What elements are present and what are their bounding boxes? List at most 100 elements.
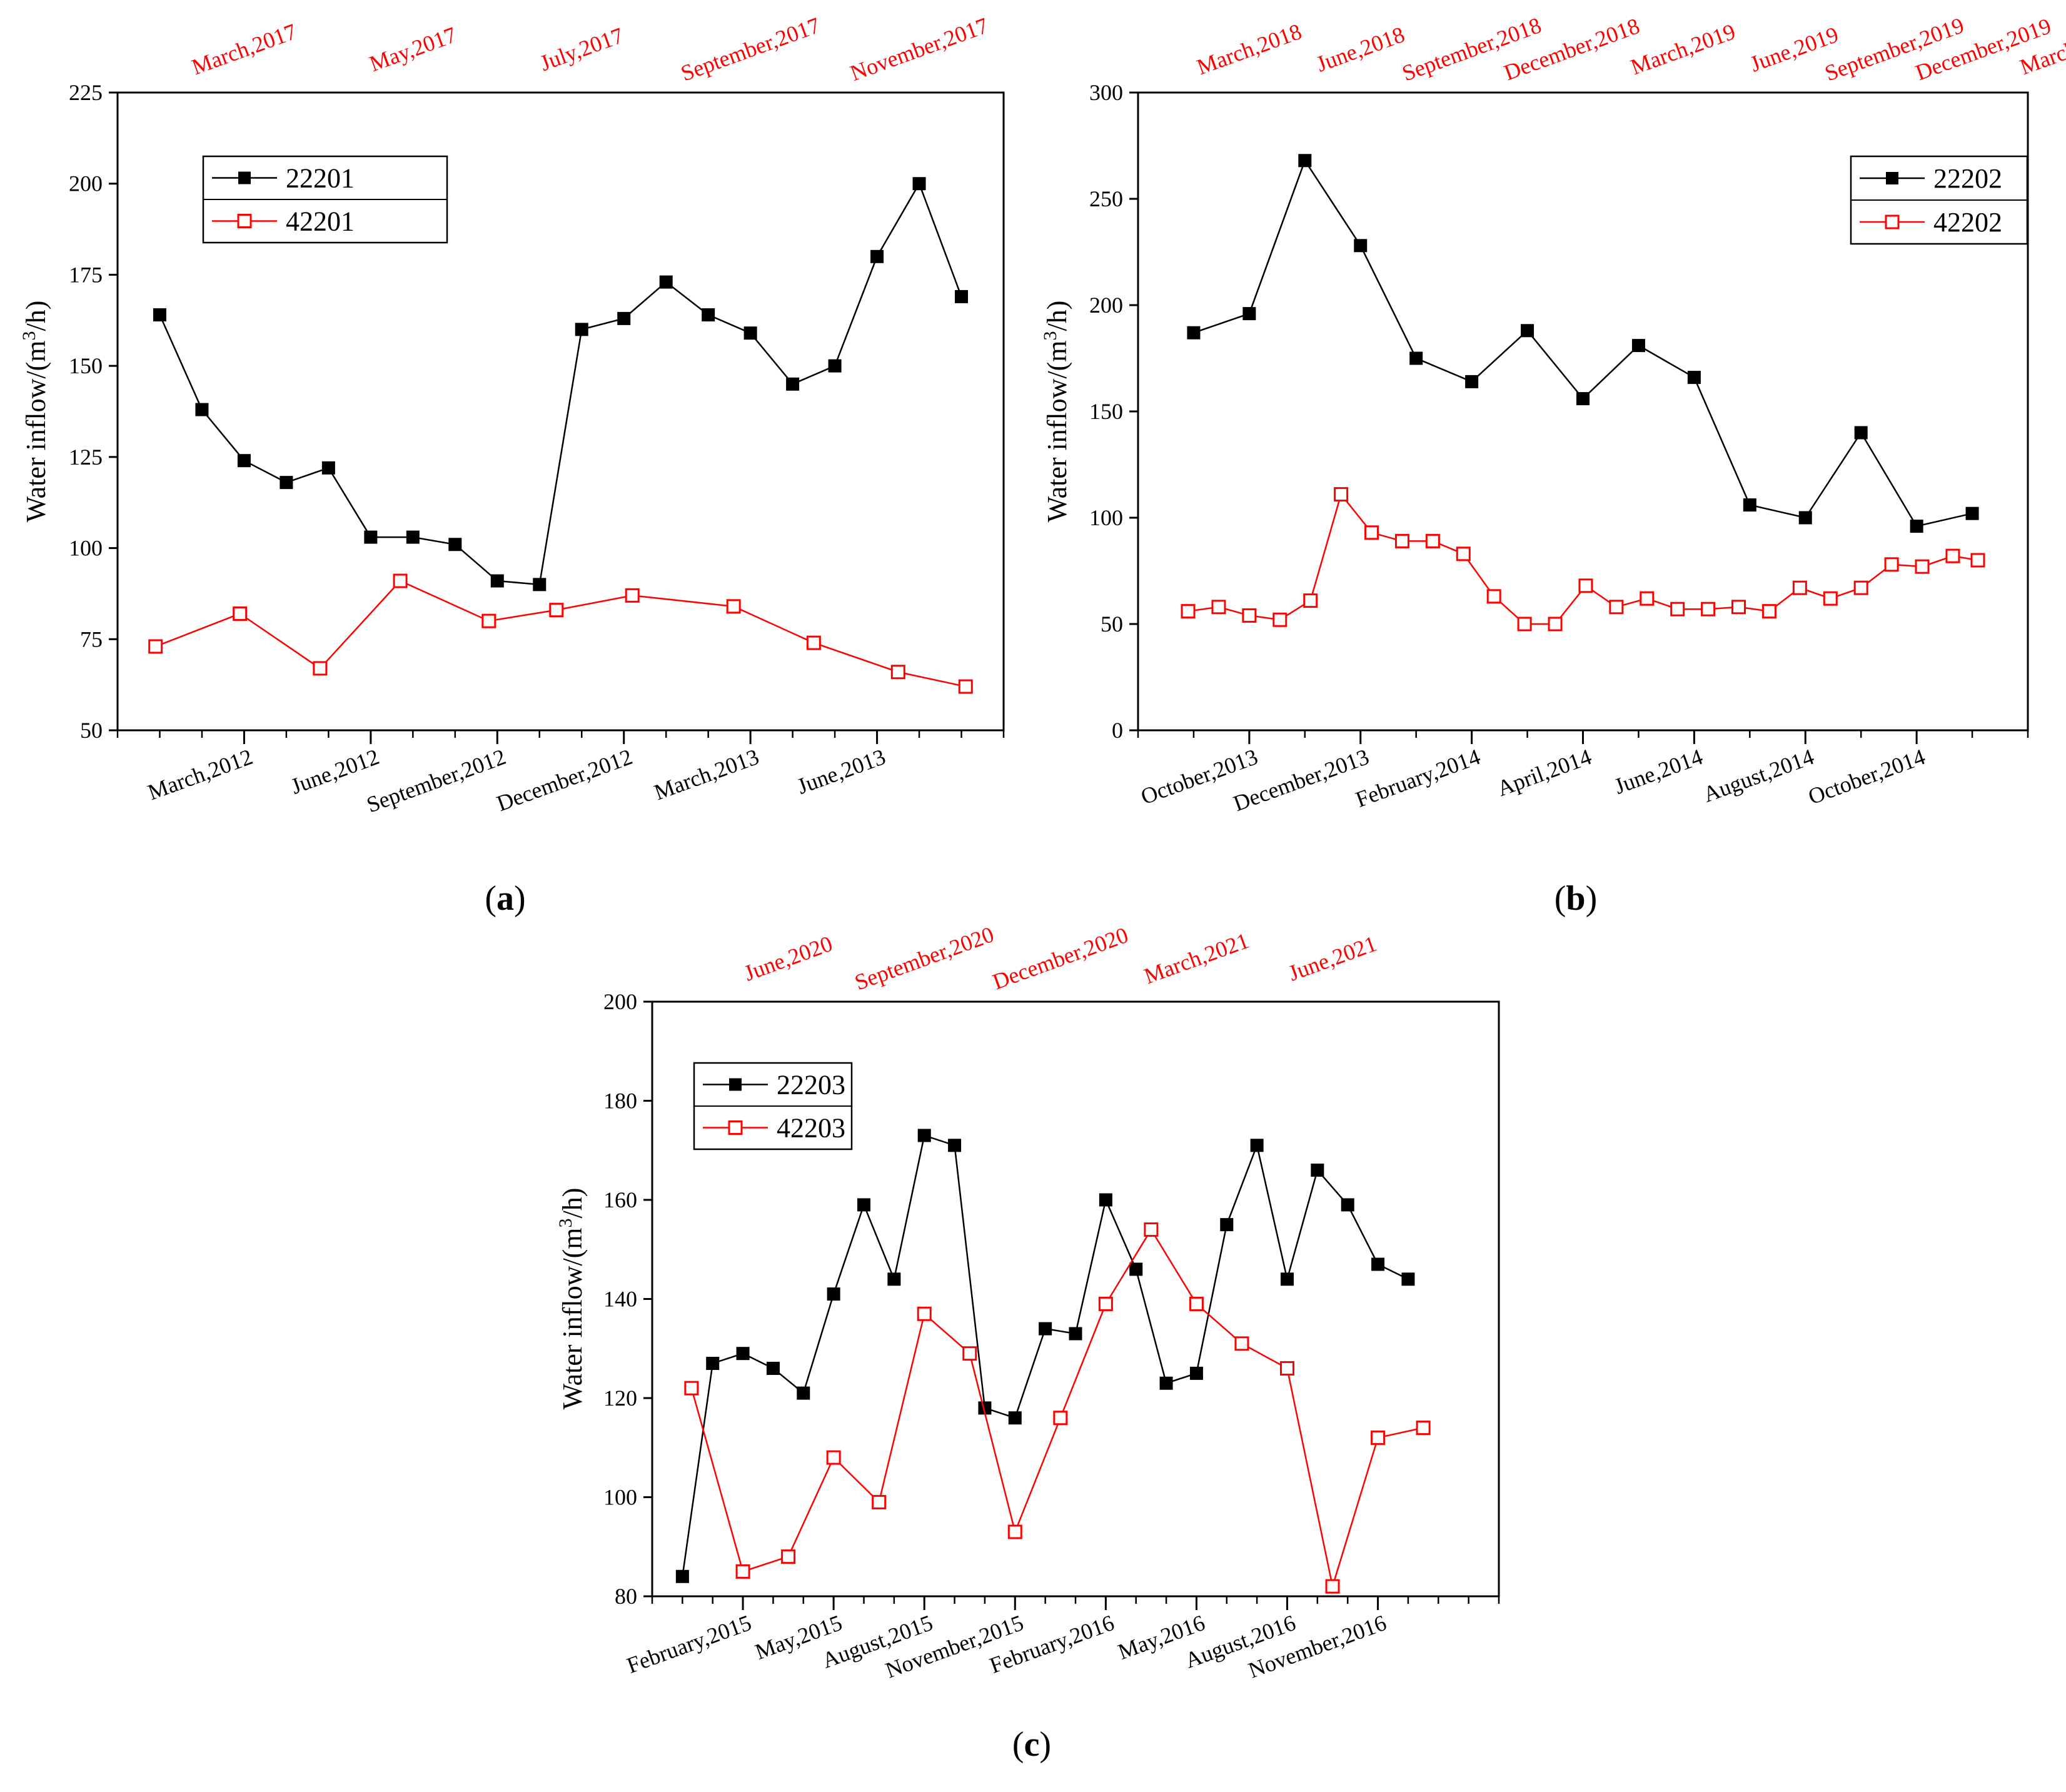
data-point bbox=[1687, 371, 1701, 385]
data-point bbox=[1670, 602, 1685, 617]
top-axis-label: March,2017 bbox=[188, 19, 300, 79]
legend-label: 22201 bbox=[286, 163, 355, 194]
y-tick-label: 140 bbox=[603, 1287, 637, 1312]
data-point bbox=[827, 1287, 840, 1301]
y-axis-title: Water inflow/(m3/h) bbox=[1040, 301, 1072, 523]
legend: 22202 42202 bbox=[1850, 155, 2028, 245]
data-point bbox=[797, 1386, 810, 1400]
y-axis-title-part: Water inflow/(m bbox=[1042, 340, 1072, 522]
y-axis-title-superscript: 3 bbox=[1040, 331, 1061, 340]
data-point bbox=[948, 1139, 962, 1152]
data-point bbox=[233, 606, 248, 621]
x-tick-label: September,2012 bbox=[363, 744, 509, 817]
series-22203 bbox=[675, 1129, 1415, 1583]
y-tick-label: 200 bbox=[603, 989, 637, 1014]
data-point bbox=[1211, 600, 1226, 615]
y-tick-label: 120 bbox=[603, 1386, 637, 1411]
series-line bbox=[690, 1228, 1424, 1587]
chart-panel-a: 50 75 100 125 150 175 200 225 March,2012 June,201… bbox=[19, 13, 1005, 918]
data-point bbox=[735, 1564, 750, 1579]
panel-label: (b) bbox=[1555, 879, 1597, 918]
x-tick-label: June,2012 bbox=[288, 744, 383, 799]
data-point bbox=[955, 289, 969, 303]
data-point bbox=[675, 1569, 689, 1583]
data-point bbox=[1007, 1524, 1022, 1539]
data-point bbox=[1701, 602, 1716, 617]
data-point bbox=[280, 476, 293, 490]
data-point bbox=[736, 1347, 750, 1361]
legend-marker bbox=[237, 214, 252, 228]
data-point bbox=[1401, 1272, 1415, 1286]
data-point bbox=[917, 1129, 931, 1142]
chart-panel-c: 80100120140160180200February,2015May,201… bbox=[555, 922, 1500, 1764]
legend-marker bbox=[1886, 172, 1898, 184]
data-point bbox=[1069, 1327, 1082, 1341]
data-point bbox=[549, 603, 564, 618]
panel-label-paren: ) bbox=[1586, 879, 1598, 918]
data-point bbox=[857, 1198, 870, 1212]
data-point bbox=[1303, 593, 1318, 608]
data-point bbox=[917, 1306, 932, 1321]
panel-label-paren: ( bbox=[1555, 879, 1566, 918]
data-point bbox=[684, 1381, 699, 1396]
legend: 22201 42201 bbox=[202, 155, 448, 244]
data-point bbox=[1578, 578, 1593, 593]
data-point bbox=[1548, 617, 1563, 632]
data-point bbox=[1364, 525, 1379, 540]
data-point bbox=[766, 1361, 780, 1375]
x-tick-label: December,2012 bbox=[493, 744, 635, 816]
data-point bbox=[1234, 1336, 1249, 1351]
data-point bbox=[1915, 559, 1930, 574]
series-42202 bbox=[1181, 487, 1985, 632]
data-point bbox=[1189, 1296, 1204, 1311]
data-point bbox=[1521, 324, 1534, 338]
data-point bbox=[870, 249, 884, 263]
data-point bbox=[1272, 612, 1287, 627]
data-point bbox=[1394, 533, 1409, 548]
y-axis-title: Water inflow/(m3/h) bbox=[19, 301, 51, 523]
legend-label: 42201 bbox=[286, 206, 355, 237]
panel-label-paren: ) bbox=[514, 879, 526, 918]
data-point bbox=[828, 359, 842, 373]
y-tick-label: 160 bbox=[603, 1187, 637, 1212]
data-point bbox=[1731, 600, 1746, 615]
data-point bbox=[1354, 239, 1368, 253]
y-tick-label: 125 bbox=[69, 445, 103, 470]
series-line bbox=[682, 1134, 1409, 1577]
y-tick-label: 150 bbox=[69, 353, 103, 378]
data-point bbox=[1371, 1430, 1386, 1445]
legend-label: 42202 bbox=[1933, 207, 2002, 238]
x-tick-label: February,2015 bbox=[623, 1610, 755, 1678]
data-point bbox=[1250, 1139, 1264, 1152]
data-point bbox=[1425, 533, 1440, 548]
top-axis-label: May,2017 bbox=[366, 22, 460, 76]
series-line bbox=[159, 181, 962, 586]
x-tick-label: June,2013 bbox=[794, 744, 889, 799]
data-point bbox=[1220, 1218, 1234, 1232]
top-axis-label: November,2017 bbox=[847, 13, 991, 86]
series-42203 bbox=[684, 1222, 1431, 1594]
top-axis-label: March,2019 bbox=[1627, 19, 1738, 79]
data-point bbox=[195, 403, 209, 416]
y-tick-label: 150 bbox=[1089, 399, 1123, 424]
data-point bbox=[1456, 546, 1471, 561]
data-point bbox=[1242, 307, 1256, 321]
data-point bbox=[1334, 487, 1349, 502]
y-axis-title-superscript: 3 bbox=[555, 1218, 576, 1227]
x-tick-label: March,2013 bbox=[651, 744, 762, 805]
y-axis-title-part: /h) bbox=[557, 1188, 588, 1219]
y-axis-title-superscript: 3 bbox=[19, 331, 39, 340]
data-point bbox=[575, 323, 588, 336]
legend-marker bbox=[238, 171, 251, 184]
y-tick-label: 300 bbox=[1089, 80, 1123, 105]
data-point bbox=[1311, 1163, 1324, 1177]
legend-marker bbox=[1885, 214, 1900, 229]
data-point bbox=[781, 1549, 796, 1564]
data-point bbox=[1761, 604, 1776, 619]
data-point bbox=[625, 588, 640, 603]
data-point bbox=[1854, 426, 1868, 440]
top-axis-label: June,2018 bbox=[1313, 22, 1408, 77]
panel-label: (a) bbox=[485, 879, 525, 918]
data-point bbox=[1416, 1421, 1431, 1436]
data-point bbox=[1099, 1193, 1112, 1207]
